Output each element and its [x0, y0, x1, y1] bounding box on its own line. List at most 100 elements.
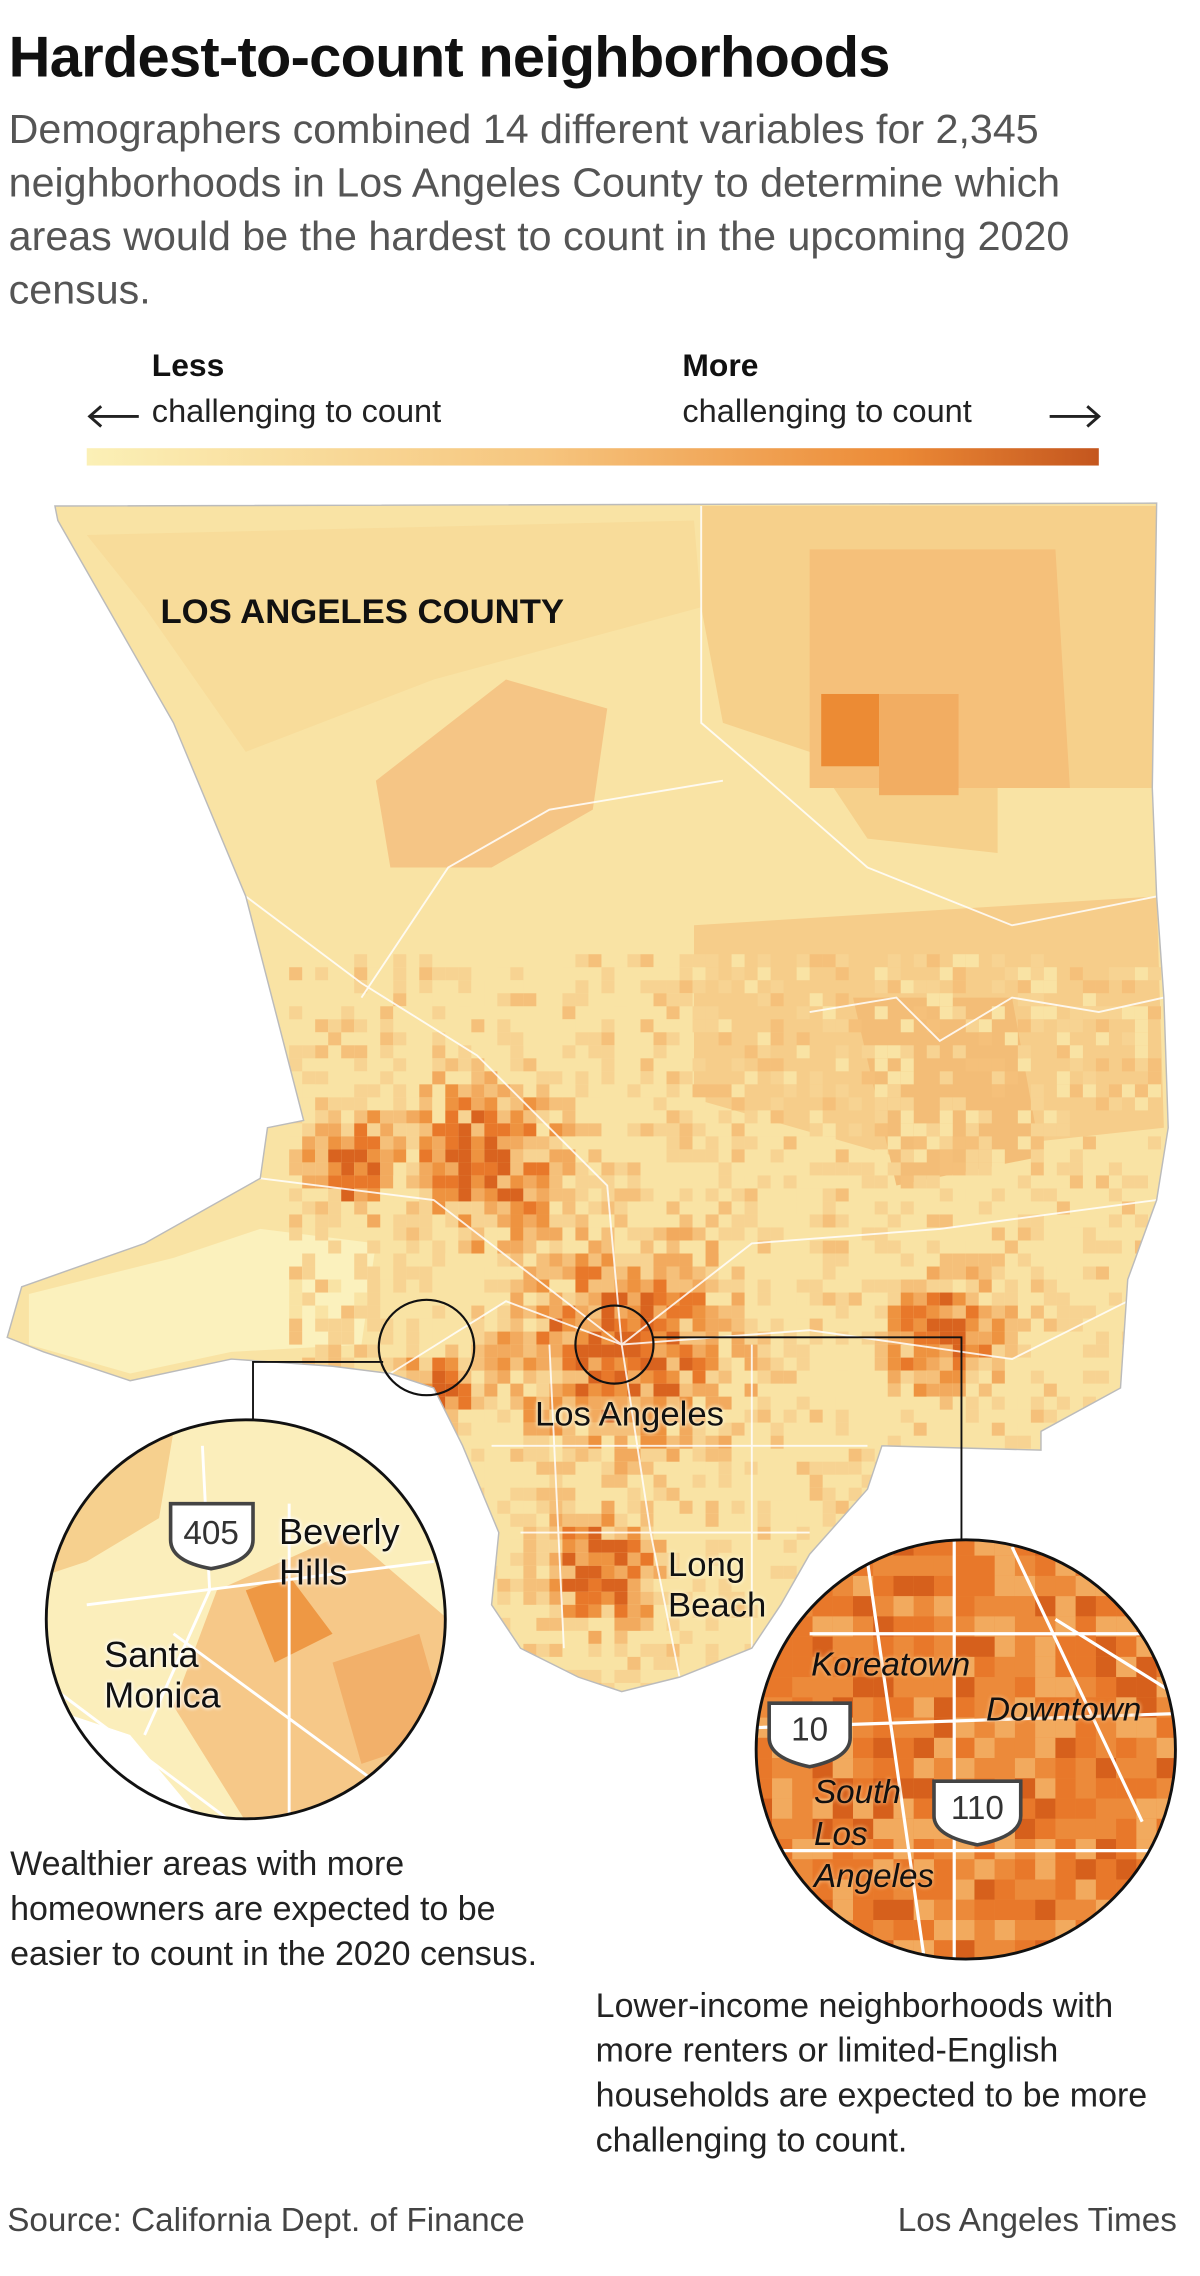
- cell: [458, 1201, 472, 1215]
- cell: [965, 1136, 979, 1150]
- cell: [627, 1552, 641, 1566]
- cell: [393, 1435, 407, 1449]
- cell: [991, 1305, 1005, 1319]
- cell: [752, 1961, 772, 1981]
- cell: [562, 1461, 576, 1475]
- cell: [484, 1214, 498, 1228]
- cell: [679, 1565, 693, 1579]
- cell: [705, 1240, 719, 1254]
- cell: [1056, 1032, 1070, 1046]
- cell: [354, 1084, 368, 1098]
- cell: [705, 1448, 719, 1462]
- cell: [1116, 1555, 1137, 1576]
- cell: [1095, 1818, 1117, 1840]
- cell: [1017, 1227, 1031, 1241]
- cell: [666, 980, 680, 994]
- cell: [705, 1513, 719, 1527]
- cell: [562, 993, 576, 1007]
- cell: [679, 1136, 693, 1150]
- cell: [432, 1123, 446, 1137]
- cell: [757, 1032, 771, 1046]
- cell: [367, 1149, 381, 1163]
- cell: [994, 1859, 1015, 1880]
- cell: [562, 1539, 576, 1553]
- cell: [783, 1071, 797, 1085]
- cell: [822, 1292, 836, 1306]
- cell: [873, 1596, 894, 1617]
- cell: [1082, 1474, 1096, 1488]
- cell: [874, 1084, 888, 1098]
- cell: [666, 1084, 680, 1098]
- cell: [367, 1071, 381, 1085]
- cell: [1082, 1513, 1096, 1527]
- cell: [874, 967, 888, 981]
- cell: [1035, 1818, 1056, 1840]
- cell: [328, 1175, 342, 1189]
- cell: [497, 1149, 511, 1163]
- cell: [458, 1188, 472, 1202]
- cell: [1134, 1175, 1148, 1189]
- cell: [471, 1565, 485, 1579]
- cell: [893, 1737, 914, 1759]
- cell: [1069, 1227, 1083, 1241]
- cell: [933, 1555, 955, 1576]
- cell: [887, 1357, 901, 1371]
- cell: [679, 1019, 693, 1033]
- cell: [1147, 1136, 1161, 1150]
- cell: [1043, 1383, 1057, 1397]
- cell: [731, 1292, 745, 1306]
- cell: [933, 1737, 955, 1759]
- cell: [341, 1097, 355, 1111]
- cell: [832, 1758, 854, 1779]
- cell: [692, 1084, 706, 1098]
- cell: [1147, 1253, 1161, 1267]
- cell: [832, 1859, 854, 1880]
- cell: [393, 1240, 407, 1254]
- cell: [1030, 967, 1044, 981]
- cell: [445, 1188, 459, 1202]
- cell: [1134, 1383, 1148, 1397]
- cell: [627, 1383, 641, 1397]
- cell: [718, 1266, 732, 1280]
- cell: [627, 1279, 641, 1293]
- cell: [939, 1318, 953, 1332]
- cell: [718, 1318, 732, 1332]
- cell: [770, 1513, 784, 1527]
- cell: [1147, 1279, 1161, 1293]
- cell: [1177, 1697, 1197, 1717]
- cell: [835, 1266, 849, 1280]
- cell: [705, 1214, 719, 1228]
- cell: [549, 1149, 563, 1163]
- cell: [913, 1677, 934, 1698]
- cell: [1056, 1253, 1070, 1267]
- cell: [835, 1019, 849, 1033]
- cell: [679, 1409, 693, 1423]
- cell: [471, 1188, 485, 1202]
- cell: [705, 1578, 719, 1592]
- cell: [939, 1266, 953, 1280]
- cell: [510, 1422, 524, 1436]
- cell: [731, 1578, 745, 1592]
- cell: [939, 1110, 953, 1124]
- cell: [666, 1136, 680, 1150]
- cell: [575, 1370, 589, 1384]
- cell: [848, 1539, 862, 1553]
- cell: [523, 1032, 537, 1046]
- cell: [1108, 1539, 1122, 1553]
- cell: [510, 1097, 524, 1111]
- cell: [874, 1344, 888, 1358]
- cell: [497, 1032, 511, 1046]
- cell: [354, 1162, 368, 1176]
- cell: [692, 1006, 706, 1020]
- cell: [302, 1266, 316, 1280]
- cell: [913, 1136, 927, 1150]
- cell: [705, 1396, 719, 1410]
- cell: [1035, 1798, 1056, 1819]
- cell: [853, 1758, 874, 1779]
- cell: [549, 1097, 563, 1111]
- cell: [302, 1084, 316, 1098]
- cell: [873, 1737, 894, 1759]
- cell: [809, 1162, 823, 1176]
- cell: [666, 954, 680, 968]
- cell: [965, 1344, 979, 1358]
